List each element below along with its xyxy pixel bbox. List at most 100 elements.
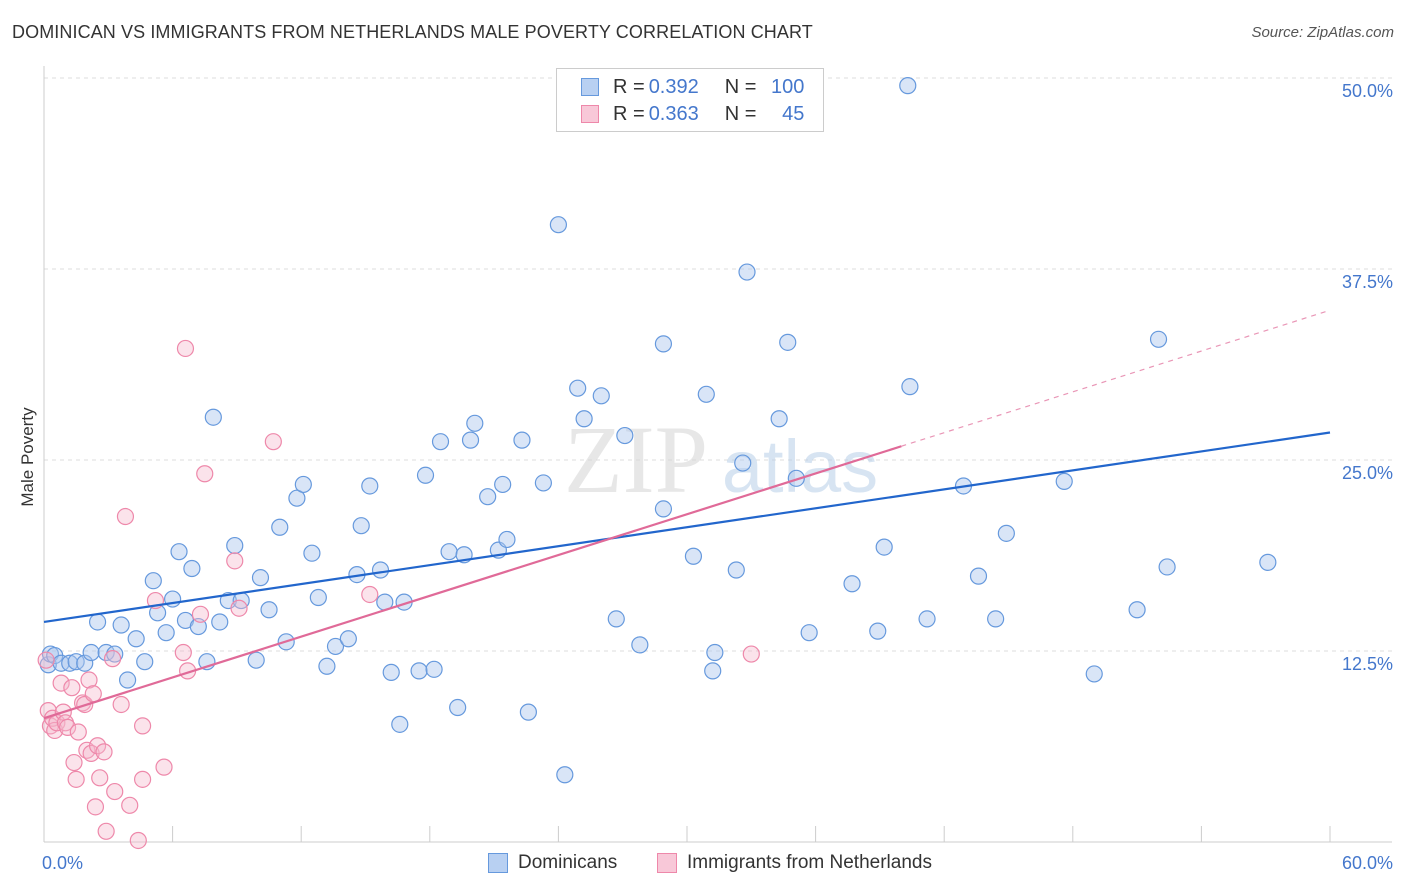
data-point-dominicans <box>843 575 861 593</box>
data-point-dominicans <box>211 613 229 631</box>
legend-n-value: 45 <box>782 102 805 125</box>
data-point-netherlands <box>121 796 139 814</box>
data-point-dominicans <box>251 569 270 587</box>
legend-label-dominicans: Dominicans <box>518 852 618 873</box>
x-tick-label-max: 60.0% <box>1342 853 1393 873</box>
data-point-dominicans <box>997 524 1015 542</box>
data-point-dominicans <box>431 433 450 451</box>
trend-line-netherlands <box>43 445 902 720</box>
data-point-dominicans <box>607 610 625 628</box>
data-point-dominicans <box>556 766 574 784</box>
data-point-dominicans <box>631 636 649 654</box>
data-point-dominicans <box>303 544 321 562</box>
data-point-dominicans <box>425 660 443 678</box>
legend-swatch-pink <box>581 105 599 123</box>
data-point-dominicans <box>800 624 818 642</box>
data-point-dominicans <box>226 536 244 555</box>
data-point-dominicans <box>271 518 289 536</box>
data-point-dominicans <box>1149 330 1168 348</box>
data-point-dominicans <box>770 410 788 428</box>
legend-n-value: 100 <box>771 75 805 98</box>
data-point-dominicans <box>461 431 480 449</box>
data-point-netherlands <box>191 605 210 623</box>
data-point-dominicans <box>513 431 531 449</box>
data-point-netherlands <box>133 717 152 735</box>
x-tick-label-min: 0.0% <box>42 853 83 873</box>
data-point-dominicans <box>727 561 745 579</box>
data-point-dominicans <box>1259 553 1277 571</box>
data-point-dominicans <box>391 715 409 733</box>
data-point-dominicans <box>136 653 154 671</box>
data-point-netherlands <box>361 585 379 604</box>
source-label: Source: ZipAtlas.com <box>1251 24 1394 41</box>
data-point-netherlands <box>176 339 195 358</box>
data-point-dominicans <box>371 561 390 579</box>
data-point-dominicans <box>97 643 115 662</box>
gridlines <box>44 77 1392 652</box>
data-point-netherlands <box>63 679 81 697</box>
data-point-dominicans <box>61 654 79 672</box>
y-tick-label: 25.0% <box>1342 463 1393 483</box>
legend-row-dominicans: R = 0.392 N = 100 <box>581 75 804 99</box>
data-point-dominicans <box>88 613 107 631</box>
legend-item-netherlands[interactable]: Immigrants from Netherlands <box>657 852 932 874</box>
data-point-netherlands <box>86 798 105 816</box>
data-point-netherlands <box>196 465 214 483</box>
data-point-dominicans <box>67 653 85 671</box>
netherlands-points <box>37 339 760 850</box>
data-point-netherlands <box>97 822 115 840</box>
data-point-netherlands <box>103 650 122 668</box>
data-point-dominicans <box>654 335 673 353</box>
data-point-dominicans <box>901 378 919 396</box>
axes <box>43 66 1392 843</box>
data-point-dominicans <box>288 489 306 507</box>
data-point-dominicans <box>260 601 278 619</box>
trend-line-dominicans <box>43 431 1331 624</box>
data-point-dominicans <box>82 643 100 662</box>
data-point-dominicans <box>382 663 400 681</box>
data-point-netherlands <box>84 685 102 703</box>
data-point-netherlands <box>116 507 135 526</box>
data-point-dominicans <box>706 643 724 662</box>
data-point-dominicans <box>899 77 917 95</box>
data-point-dominicans <box>309 588 327 607</box>
data-point-netherlands <box>91 769 109 787</box>
data-point-netherlands <box>80 671 98 689</box>
legend-label-netherlands: Immigrants from Netherlands <box>687 852 932 873</box>
data-point-dominicans <box>440 543 458 561</box>
data-point-dominicans <box>704 662 722 680</box>
data-point-dominicans <box>787 469 805 487</box>
data-point-dominicans <box>738 263 756 281</box>
tick-labels: 12.5% 25.0% 37.5% 50.0% 0.0% 60.0% <box>42 81 1393 873</box>
data-point-dominicans <box>734 454 752 472</box>
y-tick-label: 37.5% <box>1342 272 1393 292</box>
data-point-dominicans <box>352 517 370 535</box>
data-point-dominicans <box>183 559 201 578</box>
data-point-dominicans <box>170 543 188 561</box>
data-point-dominicans <box>1055 472 1073 490</box>
data-point-netherlands <box>58 718 77 737</box>
legend-row-netherlands: R = 0.363 N = 45 <box>581 102 804 126</box>
data-point-dominicans <box>294 475 312 494</box>
data-point-dominicans <box>361 477 379 495</box>
data-point-netherlands <box>742 645 760 663</box>
watermark-zip: ZIP <box>564 406 708 513</box>
legend-swatch-blue <box>581 78 599 96</box>
data-point-dominicans <box>112 616 130 634</box>
data-point-dominicans <box>498 530 516 549</box>
dominicans-points <box>39 77 1277 784</box>
data-point-netherlands <box>106 782 124 801</box>
data-point-dominicans <box>684 547 703 565</box>
legend-item-dominicans[interactable]: Dominicans <box>488 852 617 874</box>
data-point-netherlands <box>155 758 173 776</box>
data-point-netherlands <box>264 433 282 451</box>
data-point-dominicans <box>466 414 484 432</box>
legend-n-label: N = <box>724 102 757 125</box>
legend-r-value: 0.392 <box>648 75 699 98</box>
data-point-dominicans <box>592 387 610 405</box>
data-point-dominicans <box>449 698 467 717</box>
data-point-dominicans <box>416 466 435 484</box>
data-point-dominicans <box>144 572 162 590</box>
data-point-netherlands <box>65 753 83 772</box>
